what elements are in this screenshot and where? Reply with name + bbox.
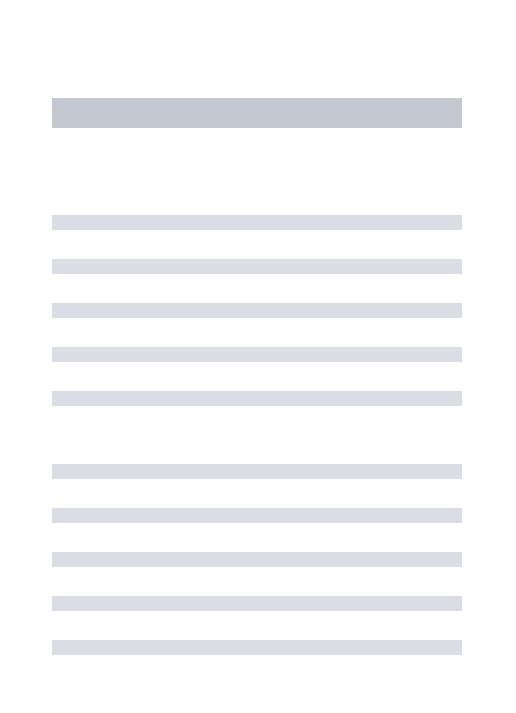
spacer-large [52, 128, 462, 215]
skeleton-container [0, 0, 516, 655]
skeleton-line [52, 303, 462, 318]
skeleton-header-bar [52, 98, 462, 128]
skeleton-line [52, 640, 462, 655]
skeleton-line [52, 464, 462, 479]
skeleton-line-group-2 [52, 464, 462, 655]
skeleton-line [52, 215, 462, 230]
spacer-medium [52, 406, 462, 464]
skeleton-line [52, 347, 462, 362]
skeleton-line [52, 552, 462, 567]
skeleton-line-group-1 [52, 215, 462, 406]
skeleton-line [52, 596, 462, 611]
skeleton-line [52, 391, 462, 406]
skeleton-line [52, 259, 462, 274]
skeleton-line [52, 508, 462, 523]
